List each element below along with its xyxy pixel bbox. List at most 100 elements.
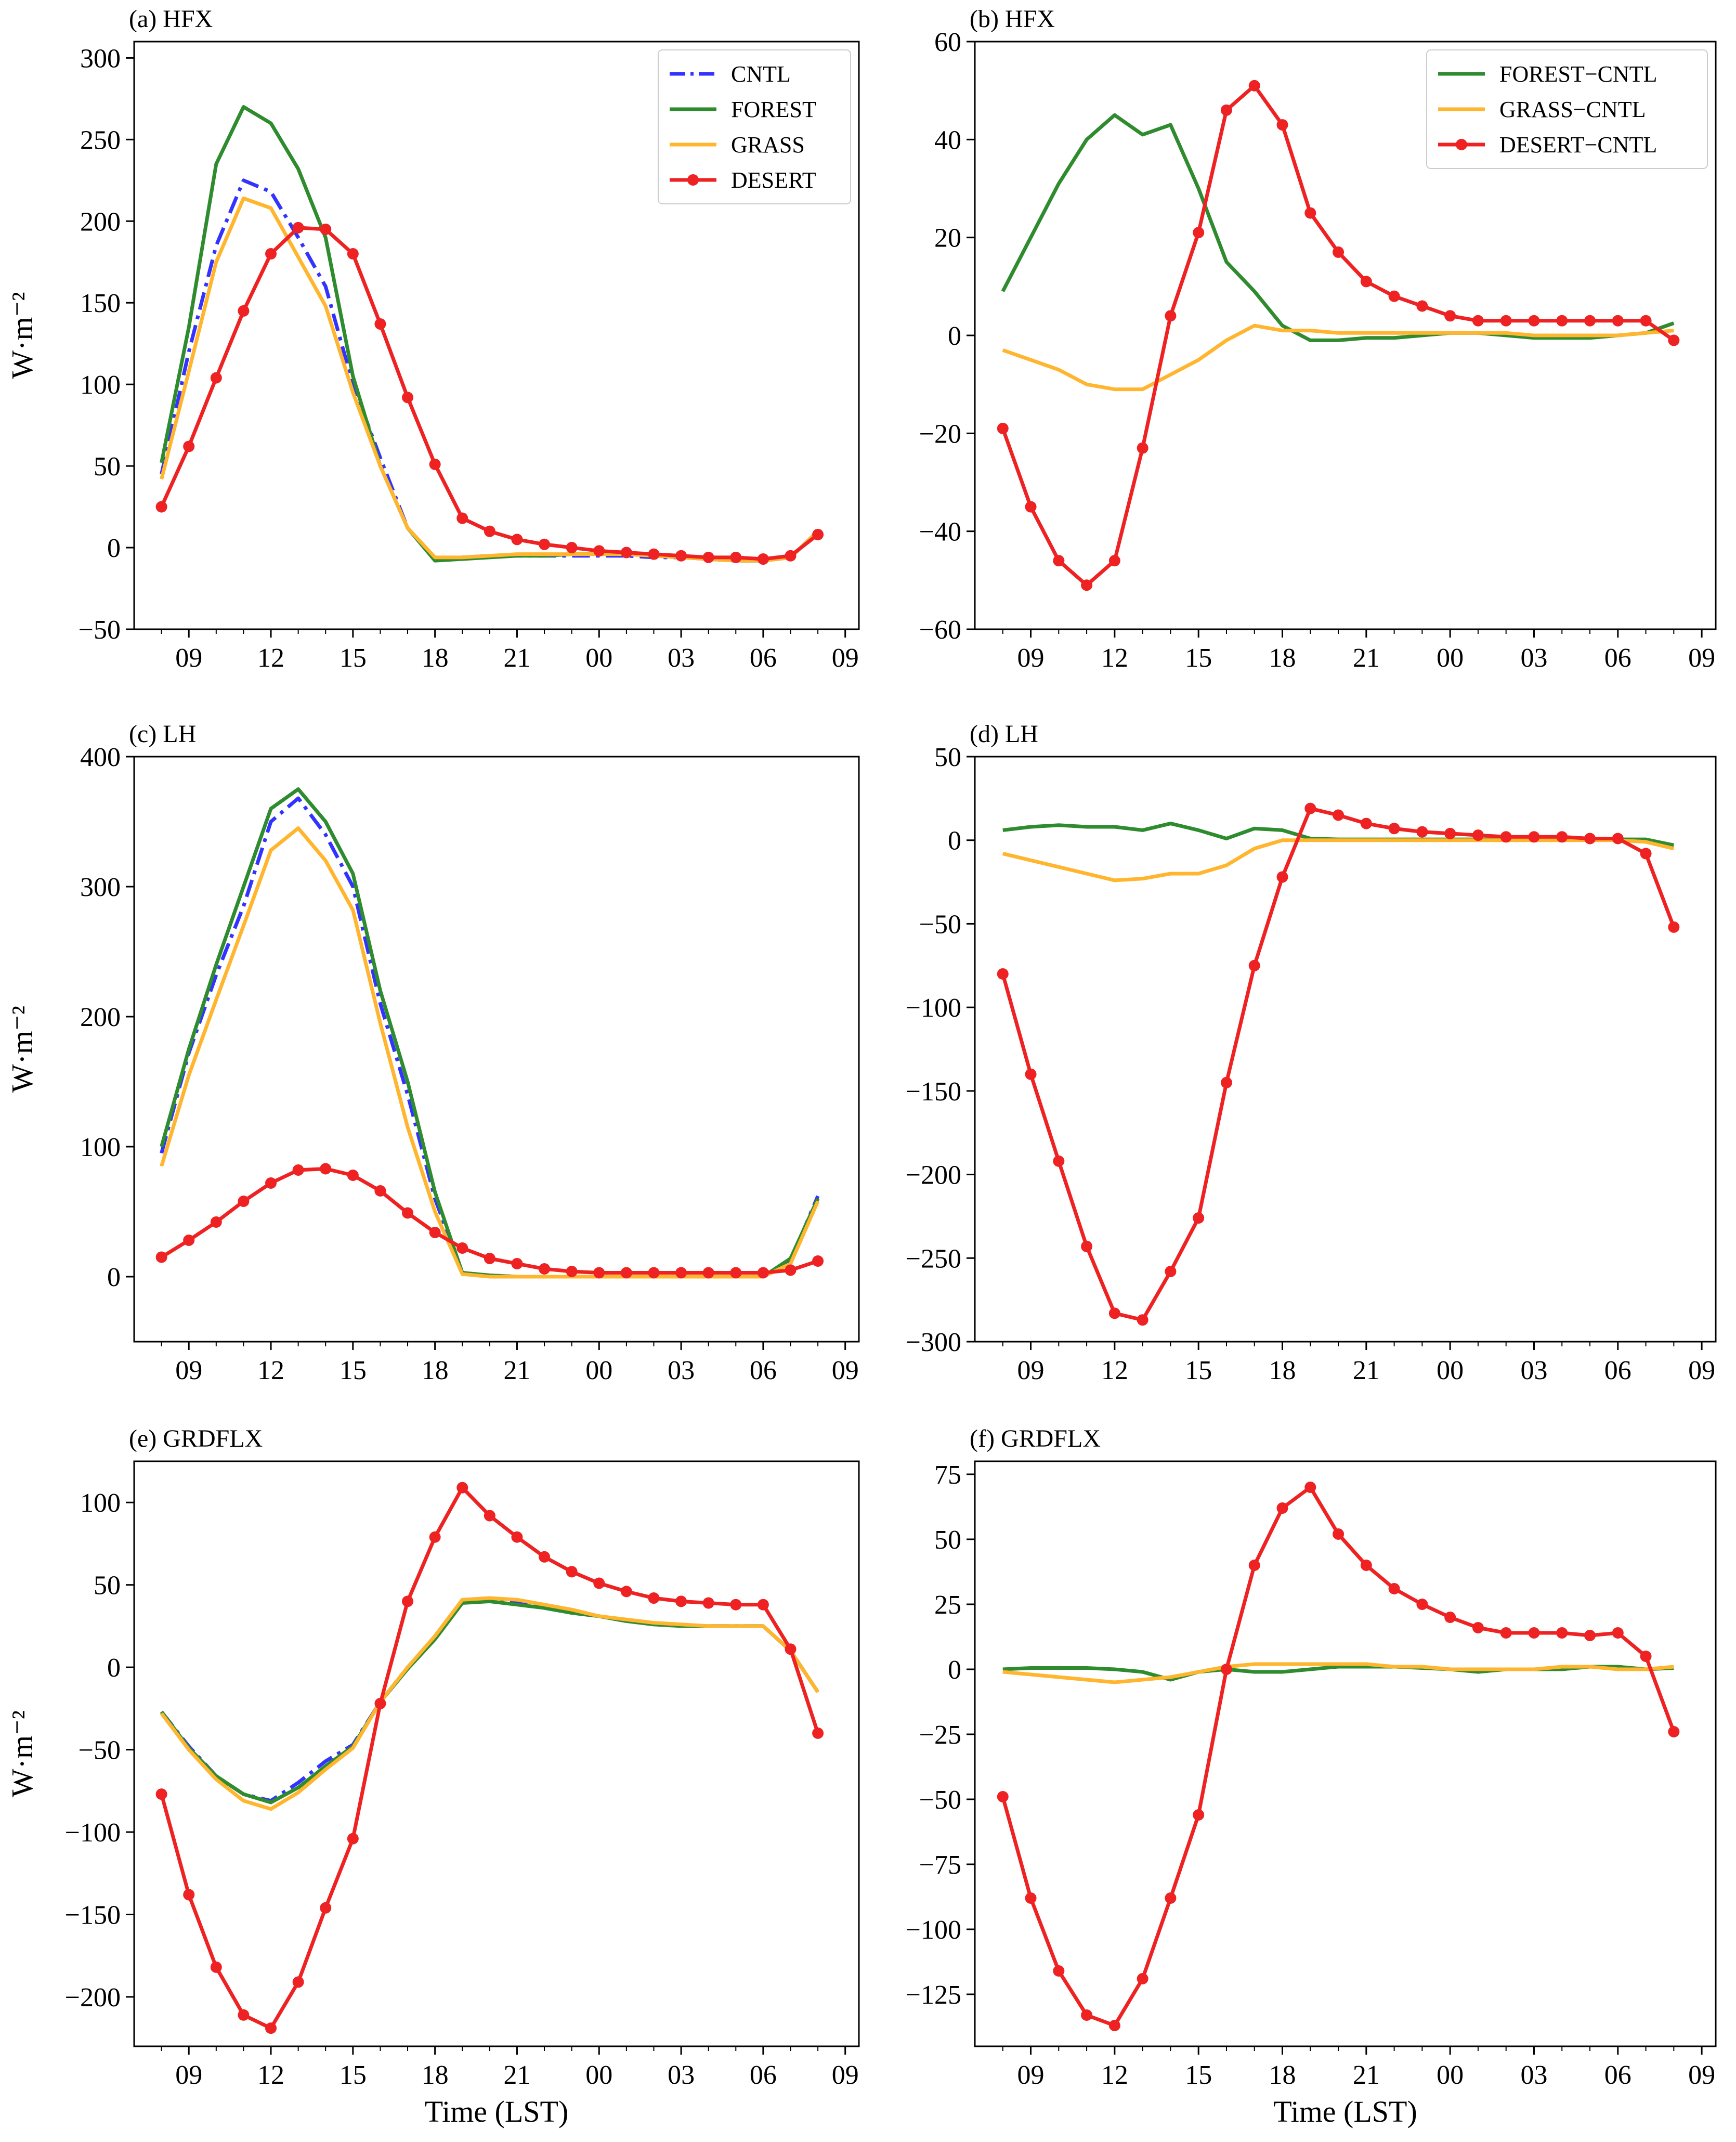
panel-d: (d) LH −300 −250 −200 −150 −100 −50 0 50 09 12 15 18… — [906, 720, 1717, 1385]
data-point — [648, 1267, 660, 1279]
data-point — [456, 1242, 468, 1254]
data-point — [1025, 501, 1037, 513]
data-point — [374, 318, 386, 330]
x-tick-label: 12 — [1101, 1356, 1128, 1385]
data-point — [1528, 1627, 1540, 1639]
x-tick-label: 00 — [585, 2060, 612, 2090]
data-point — [620, 1267, 632, 1279]
data-point — [1668, 1726, 1680, 1737]
data-point — [1612, 833, 1624, 845]
data-point — [320, 223, 332, 235]
legend: FOREST−CNTL GRASS−CNTL DESERT−CNTL — [1426, 49, 1708, 169]
panel-title: (f) GRDFLX — [970, 1425, 1101, 1452]
data-point — [402, 1595, 414, 1607]
x-tick-label: 09 — [832, 2060, 859, 2090]
series-grass — [160, 1596, 820, 1811]
data-point — [1640, 315, 1652, 327]
data-point — [785, 550, 797, 562]
data-point — [347, 1170, 359, 1181]
panel-f: (f) GRDFLX −125 −100 −75 −50 −25 0 25 50 75 09 12 15… — [906, 1425, 1717, 2128]
x-tick-label: 09 — [1017, 2060, 1045, 2090]
data-point — [1500, 315, 1512, 327]
data-point — [1472, 1622, 1484, 1633]
data-point — [155, 501, 167, 513]
series-desert-cntl — [997, 802, 1680, 1326]
x-axis-label: Time (LST) — [425, 2095, 569, 2128]
panel-e: (e) GRDFLX −200 −150 −100 −50 0 50 100 09 12 15 18 2… — [5, 1425, 860, 2128]
series-grass — [160, 826, 820, 1279]
data-point — [1025, 1068, 1037, 1080]
plot-frame — [974, 756, 1717, 1343]
series-line — [160, 1486, 820, 2030]
data-point — [1416, 1599, 1428, 1610]
data-point — [1416, 300, 1428, 312]
data-point — [238, 305, 250, 317]
x-tick-label: 00 — [1437, 2060, 1464, 2090]
legend-label: FOREST−CNTL — [1499, 61, 1657, 87]
x-tick-label: 21 — [503, 1356, 530, 1385]
data-point — [511, 1531, 523, 1543]
data-point — [155, 1788, 167, 1800]
data-point — [1584, 1630, 1596, 1641]
data-point — [730, 1599, 742, 1611]
legend-marker — [687, 174, 699, 186]
x-tick-label: 03 — [668, 643, 695, 673]
y-tick-label: −300 — [906, 1328, 961, 1357]
data-point — [757, 1267, 769, 1279]
x-tick-label: 09 — [1688, 643, 1715, 673]
x-tick-label: 09 — [1688, 2060, 1715, 2090]
plot-frame — [974, 1460, 1717, 2047]
data-point — [566, 1266, 578, 1277]
series-line — [160, 226, 819, 561]
data-point — [620, 547, 632, 559]
data-point — [1248, 1560, 1260, 1571]
data-point — [265, 2022, 277, 2034]
series-line — [1002, 838, 1675, 882]
x-tick-label: 09 — [175, 2060, 202, 2090]
data-point — [210, 372, 222, 384]
series-line — [1001, 807, 1676, 1322]
data-point — [1612, 315, 1624, 327]
plot-frame — [133, 1460, 860, 2047]
data-point — [155, 1251, 167, 1263]
data-point — [1248, 80, 1260, 92]
y-tick-label: −50 — [79, 615, 121, 645]
data-point — [1053, 1155, 1065, 1167]
data-point — [1668, 921, 1680, 933]
x-tick-label: 00 — [1437, 643, 1464, 673]
y-tick-label: 100 — [80, 1488, 121, 1518]
y-axis-label: W·m⁻² — [5, 1710, 39, 1797]
x-tick-label: 21 — [1353, 1356, 1380, 1385]
data-point — [238, 1196, 250, 1207]
data-point — [1584, 833, 1596, 845]
y-tick-label: 400 — [80, 743, 121, 772]
data-point — [702, 551, 714, 563]
panel-title: (b) HFX — [970, 5, 1055, 33]
series-cntl — [160, 796, 820, 1279]
data-point — [1304, 1482, 1316, 1493]
data-point — [1528, 831, 1540, 843]
y-tick-label: 100 — [80, 1133, 121, 1162]
data-point — [675, 1595, 687, 1607]
series-line — [1002, 1662, 1674, 1684]
data-point — [1668, 334, 1680, 346]
series-forest — [160, 1599, 820, 1805]
data-point — [429, 1531, 441, 1543]
x-tick-label: 09 — [175, 1356, 202, 1385]
data-point — [675, 1267, 687, 1279]
x-tick-label: 15 — [340, 1356, 367, 1385]
series-line — [160, 1599, 820, 1803]
x-tick-label: 15 — [1185, 1356, 1212, 1385]
y-tick-label: 250 — [80, 125, 121, 155]
data-point — [785, 1264, 797, 1276]
data-point — [1360, 817, 1372, 829]
data-point — [620, 1586, 632, 1598]
data-point — [1276, 871, 1288, 883]
y-tick-label: −50 — [919, 1785, 961, 1815]
series-desert-cntl — [997, 80, 1680, 591]
data-point — [566, 542, 578, 554]
data-point — [593, 545, 605, 557]
data-point — [1193, 1212, 1205, 1224]
data-point — [675, 550, 687, 562]
series-line — [160, 196, 819, 563]
